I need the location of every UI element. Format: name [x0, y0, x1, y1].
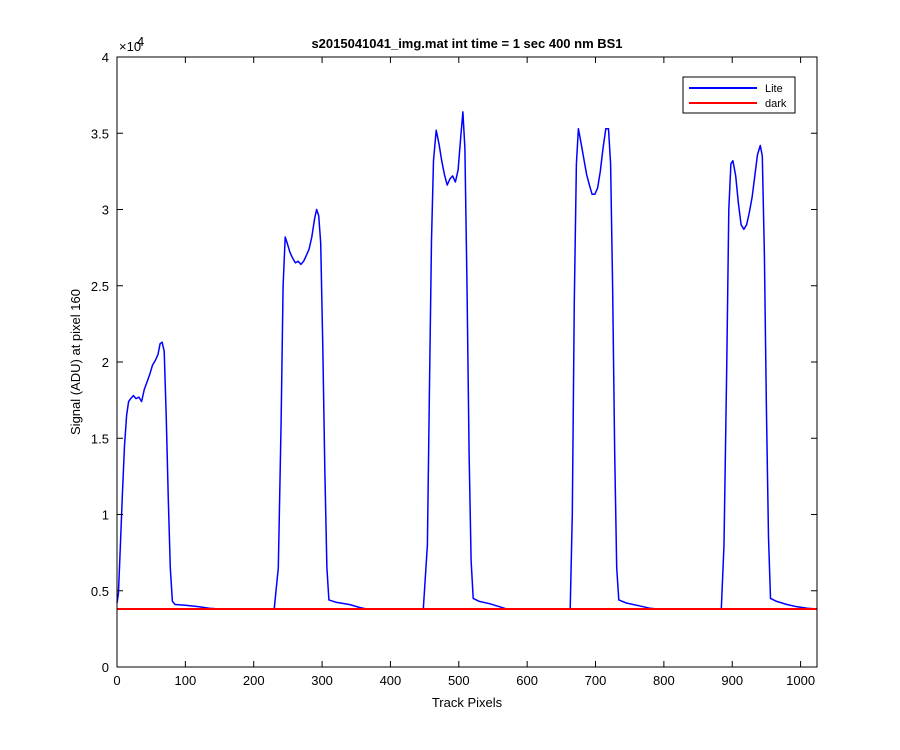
y-tick-label: 2 [102, 355, 109, 370]
y-exponent-power: 4 [137, 34, 144, 49]
x-tick-label: 600 [516, 673, 538, 688]
legend-label-dark: dark [765, 98, 787, 110]
y-axis-label: Signal (ADU) at pixel 160 [68, 289, 83, 435]
x-tick-label: 0 [113, 673, 120, 688]
x-tick-label: 700 [585, 673, 607, 688]
x-axis-label: Track Pixels [432, 695, 503, 710]
y-tick-label: 1 [102, 508, 109, 523]
legend-box [682, 76, 796, 114]
x-tick-label: 800 [653, 673, 675, 688]
y-tick-label: 3.5 [91, 126, 109, 141]
legend-label-lite: Lite [765, 83, 783, 95]
x-tick-label: 200 [243, 673, 265, 688]
y-exponent: ×10 4 [119, 34, 144, 54]
y-tick-label: 4 [102, 50, 109, 65]
y-tick-label: 0 [102, 660, 109, 675]
y-tick-label: 2.5 [91, 279, 109, 294]
x-tick-label: 1000 [786, 673, 815, 688]
y-exponent-base: ×10 [119, 39, 141, 54]
y-tick-label: 3 [102, 203, 109, 218]
plot-area [117, 57, 817, 667]
ticks-layer: 0 100 200 300 400 500 600 700 800 900 1000 0 0.5 1 1.5… [91, 50, 817, 688]
y-tick-label: 0.5 [91, 584, 109, 599]
x-tick-label: 100 [175, 673, 197, 688]
series-line-lite [116, 111, 818, 610]
x-tick-label: 300 [311, 673, 333, 688]
x-tick-label: 900 [721, 673, 743, 688]
data-layer [116, 111, 818, 610]
x-tick-label: 400 [380, 673, 402, 688]
chart-title: s2015041041_img.mat int time = 1 sec 400… [311, 36, 622, 51]
x-tick-label: 500 [448, 673, 470, 688]
legend: Lite dark [682, 76, 796, 114]
y-tick-label: 1.5 [91, 431, 109, 446]
